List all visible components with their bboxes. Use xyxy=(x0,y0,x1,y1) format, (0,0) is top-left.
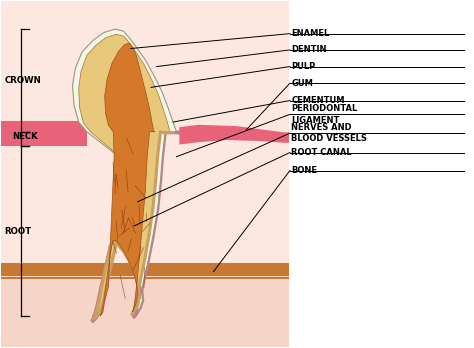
Bar xyxy=(0,271,289,347)
FancyBboxPatch shape xyxy=(0,130,52,143)
Text: ROOT: ROOT xyxy=(4,227,32,236)
Text: BONE: BONE xyxy=(292,166,318,175)
Bar xyxy=(0,121,87,146)
Polygon shape xyxy=(179,125,289,144)
Text: NECK: NECK xyxy=(12,132,38,141)
Text: PULP: PULP xyxy=(292,62,316,71)
Bar xyxy=(0,277,289,279)
Text: PERIODONTAL: PERIODONTAL xyxy=(292,104,357,113)
Bar xyxy=(289,1,474,347)
Text: ENAMEL: ENAMEL xyxy=(292,29,329,38)
Text: NERVES AND: NERVES AND xyxy=(292,123,352,132)
Text: DENTIN: DENTIN xyxy=(292,45,327,54)
Text: CROWN: CROWN xyxy=(4,76,41,85)
Bar xyxy=(0,263,289,276)
Polygon shape xyxy=(73,29,179,321)
Polygon shape xyxy=(100,43,155,316)
Text: LIGAMENT: LIGAMENT xyxy=(292,116,340,125)
Polygon shape xyxy=(79,34,172,319)
Text: CEMENTUM: CEMENTUM xyxy=(292,96,345,105)
Text: ROOT CANAL: ROOT CANAL xyxy=(292,148,352,157)
Text: GUM: GUM xyxy=(292,79,313,88)
Bar xyxy=(0,1,289,347)
Text: BLOOD VESSELS: BLOOD VESSELS xyxy=(292,134,367,143)
